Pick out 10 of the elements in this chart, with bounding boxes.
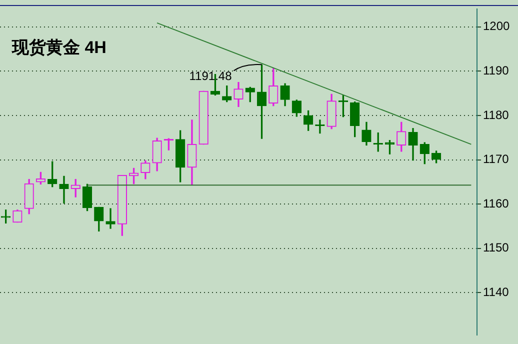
y-tick-label: 1190 xyxy=(483,64,510,78)
y-tick-label: 1200 xyxy=(483,19,510,34)
y-tick-label: 1150 xyxy=(483,240,510,255)
candlestick xyxy=(106,208,116,229)
y-tick-label: 1140 xyxy=(483,285,510,300)
text: 现货黄金 4H xyxy=(11,38,106,57)
y-tick-label: 1160 xyxy=(483,196,510,210)
candlestick xyxy=(59,176,69,204)
y-tick-label: 1170 xyxy=(483,152,510,166)
y-tick-label: 1180 xyxy=(483,108,510,122)
